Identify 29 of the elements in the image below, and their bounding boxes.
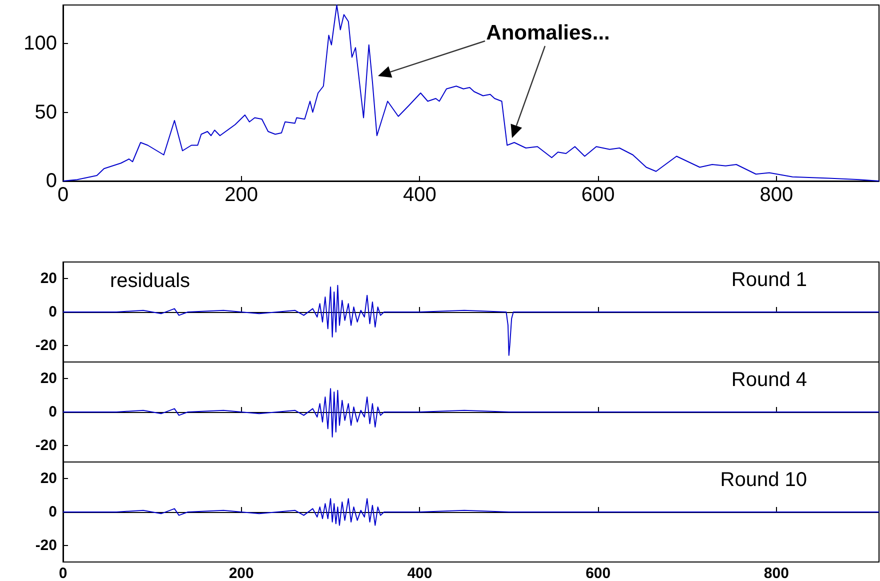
x-tick-label: 600: [586, 565, 611, 581]
x-tick-label: 200: [228, 565, 254, 581]
chart-title: Round 1: [731, 269, 808, 291]
y-tick-label: 0: [48, 404, 57, 420]
x-tick-label: 400: [407, 565, 432, 581]
annotation: residuals: [110, 270, 190, 292]
y-tick-label: 20: [40, 470, 57, 488]
x-tick-label: 200: [224, 184, 258, 206]
x-tick-label: 600: [581, 184, 615, 206]
line-series: [62, 4, 880, 182]
x-tick-label: 0: [58, 565, 68, 581]
y-tick-label: 0: [48, 504, 57, 520]
line-series: [62, 498, 880, 526]
chart-title: Round 10: [720, 469, 808, 491]
y-tick-label: -20: [35, 536, 57, 554]
x-tick-label: 800: [760, 184, 794, 206]
annotation: Anomalies...: [486, 22, 610, 44]
line-series: [62, 388, 880, 438]
y-tick-label: 100: [24, 32, 57, 54]
x-tick-label: 400: [403, 184, 436, 206]
y-tick-label: 0: [46, 170, 57, 192]
y-tick-label: 20: [40, 270, 57, 288]
y-tick-label: 50: [34, 101, 57, 124]
y-tick-label: 20: [40, 370, 57, 388]
y-tick-label: -20: [35, 336, 57, 354]
y-tick-label: 0: [48, 304, 57, 320]
x-tick-label: 800: [764, 565, 789, 581]
y-tick-label: -20: [35, 436, 57, 454]
chart-title: Round 4: [731, 369, 808, 391]
